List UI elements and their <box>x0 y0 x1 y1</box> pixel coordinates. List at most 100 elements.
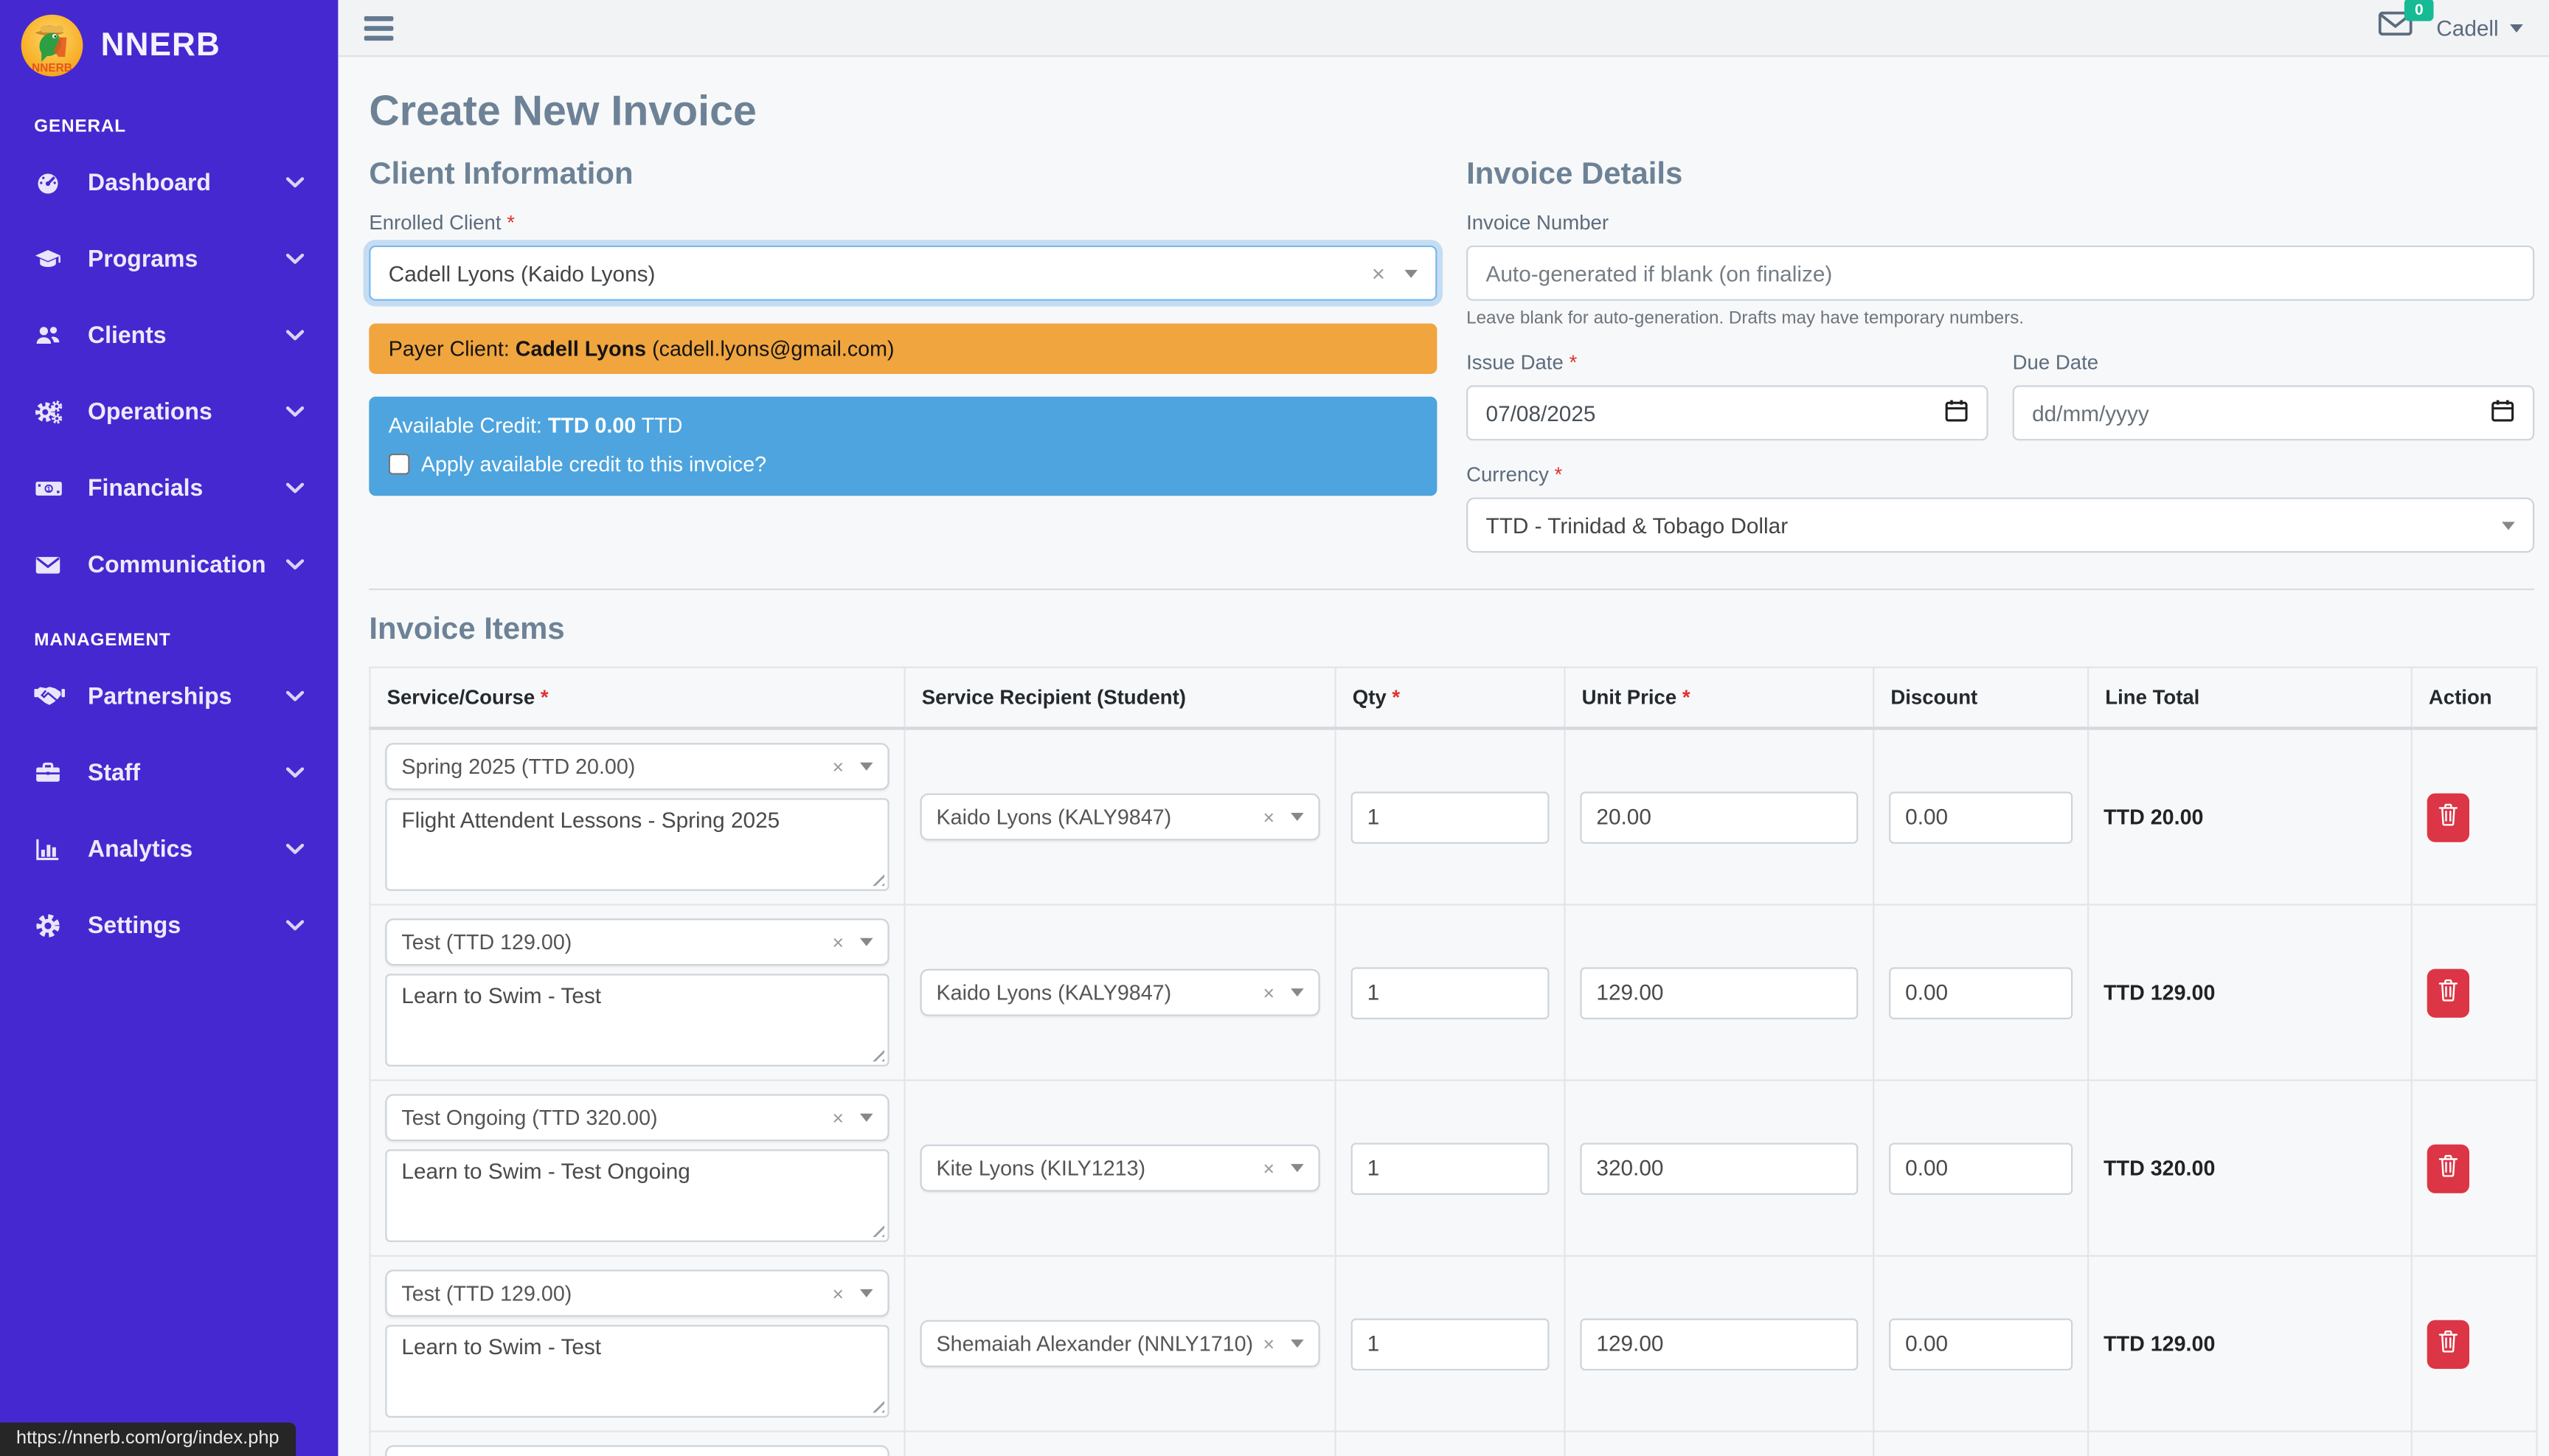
delete-item-button[interactable] <box>2427 1319 2469 1368</box>
invoice-details-section: Invoice Details Invoice Number Leave bla… <box>1466 158 2535 553</box>
service-description-textarea[interactable]: Learn to Swim - Test <box>385 1325 889 1418</box>
calendar-icon[interactable] <box>2491 398 2515 428</box>
settings-icon <box>34 912 76 939</box>
service-course-select[interactable] <box>385 1445 889 1456</box>
due-date-placeholder: dd/mm/yyyy <box>2032 401 2149 426</box>
service-description-textarea[interactable]: Learn to Swim - Test <box>385 974 889 1067</box>
clear-icon[interactable]: × <box>832 930 844 954</box>
clear-icon[interactable]: × <box>1263 1332 1274 1356</box>
service-course-select[interactable]: Test Ongoing (TTD 320.00) × <box>385 1094 889 1142</box>
clear-icon[interactable]: × <box>1263 1157 1274 1180</box>
trash-icon <box>2438 803 2458 831</box>
enrolled-client-select[interactable]: Cadell Lyons (Kaido Lyons) × <box>369 245 1438 301</box>
currency-value: TTD - Trinidad & Tobago Dollar <box>1485 513 1789 538</box>
sidebar-item-operations[interactable]: Operations <box>0 374 338 451</box>
unit-price-input[interactable] <box>1580 791 1859 843</box>
chevron-down-icon <box>285 482 305 494</box>
chevron-down-icon[interactable] <box>1291 1164 1304 1173</box>
calendar-icon[interactable] <box>1944 398 1969 428</box>
service-course-select[interactable]: Test (TTD 129.00) × <box>385 918 889 966</box>
svg-text:NNERB: NNERB <box>32 62 72 74</box>
chevron-down-icon <box>285 920 305 932</box>
chevron-down-icon[interactable] <box>1291 1339 1304 1348</box>
delete-item-button[interactable] <box>2427 792 2469 842</box>
sidebar-item-partnerships[interactable]: Partnerships <box>0 659 338 735</box>
qty-input[interactable] <box>1350 791 1550 843</box>
chevron-down-icon <box>285 767 305 778</box>
unit-price-input[interactable] <box>1580 1142 1859 1194</box>
chevron-down-icon[interactable] <box>859 937 873 946</box>
issue-date-label: Issue Date * <box>1466 351 1578 374</box>
discount-input[interactable] <box>1889 1317 2073 1370</box>
column-header: Discount <box>1873 666 2090 730</box>
payer-client-email: (cadell.lyons@gmail.com) <box>652 336 895 361</box>
clear-icon[interactable]: × <box>1263 805 1274 828</box>
chevron-down-icon <box>285 559 305 570</box>
resize-handle-icon[interactable] <box>870 1047 885 1062</box>
currency-select[interactable]: TTD - Trinidad & Tobago Dollar <box>1466 497 2535 553</box>
invoice-number-input[interactable] <box>1466 245 2535 301</box>
sidebar-item-clients[interactable]: Clients <box>0 297 338 374</box>
discount-input[interactable] <box>1889 1142 2073 1194</box>
service-recipient-select[interactable]: Kaido Lyons (KALY9847) × <box>920 793 1320 841</box>
chevron-down-icon[interactable] <box>1291 813 1304 822</box>
resize-handle-icon[interactable] <box>870 1222 885 1238</box>
envelope-icon <box>2378 11 2412 44</box>
resize-handle-icon[interactable] <box>870 871 885 887</box>
qty-input[interactable] <box>1350 1142 1550 1194</box>
sidebar-item-programs[interactable]: Programs <box>0 221 338 298</box>
service-recipient-select[interactable]: Kite Lyons (KILY1213) × <box>920 1144 1320 1192</box>
service-course-select[interactable]: Test (TTD 129.00) × <box>385 1269 889 1317</box>
clear-icon[interactable]: × <box>832 1281 844 1305</box>
analytics-icon <box>34 836 76 863</box>
delete-item-button[interactable] <box>2427 968 2469 1017</box>
staff-icon <box>34 759 76 786</box>
chevron-down-icon[interactable] <box>1291 988 1304 997</box>
sidebar-item-financials[interactable]: 1 Financials <box>0 451 338 527</box>
service-course-select[interactable]: Spring 2025 (TTD 20.00) × <box>385 743 889 791</box>
clear-icon[interactable]: × <box>1371 260 1385 286</box>
apply-credit-label: Apply available credit to this invoice? <box>420 451 767 476</box>
qty-input[interactable] <box>1350 966 1550 1019</box>
delete-item-button[interactable] <box>2427 1143 2469 1193</box>
available-credit-amount: TTD 0.00 <box>547 412 637 437</box>
sidebar-item-staff[interactable]: Staff <box>0 735 338 811</box>
chevron-down-icon[interactable] <box>2502 521 2515 530</box>
due-date-label: Due Date <box>2012 351 2099 374</box>
service-recipient-select[interactable]: Shemaiah Alexander (NNLY1710) × <box>920 1320 1320 1367</box>
chevron-down-icon[interactable] <box>859 762 873 771</box>
due-date-input[interactable]: dd/mm/yyyy <box>2012 385 2535 441</box>
unit-price-input[interactable] <box>1580 966 1859 1019</box>
service-description-textarea[interactable]: Flight Attendent Lessons - Spring 2025 <box>385 798 889 891</box>
resize-handle-icon[interactable] <box>870 1398 885 1413</box>
hamburger-menu-icon[interactable] <box>364 13 394 44</box>
clear-icon[interactable]: × <box>832 1106 844 1129</box>
invoice-item-row: Test (TTD 129.00) × Learn to Swim - Test … <box>369 904 2538 1081</box>
service-description-textarea[interactable]: Learn to Swim - Test Ongoing <box>385 1149 889 1242</box>
service-recipient-select[interactable]: Kaido Lyons (KALY9847) × <box>920 968 1320 1016</box>
sidebar-item-label: Financials <box>88 475 204 502</box>
sidebar-item-communication[interactable]: Communication <box>0 527 338 603</box>
sidebar-item-analytics[interactable]: Analytics <box>0 811 338 888</box>
clear-icon[interactable]: × <box>1263 981 1274 1005</box>
main-content: Create New Invoice Client Information En… <box>338 58 2549 1456</box>
service-recipient-value: Kite Lyons (KILY1213) <box>936 1156 1146 1181</box>
user-menu[interactable]: Cadell <box>2436 15 2523 40</box>
enrolled-client-value: Cadell Lyons (Kaido Lyons) <box>388 260 656 285</box>
sidebar-item-dashboard[interactable]: Dashboard <box>0 145 338 221</box>
notifications-button[interactable]: 0 <box>2378 0 2433 44</box>
discount-input[interactable] <box>1889 966 2073 1019</box>
sidebar-item-settings[interactable]: Settings <box>0 887 338 964</box>
chevron-down-icon[interactable] <box>859 1289 873 1297</box>
clear-icon[interactable]: × <box>832 755 844 778</box>
discount-input[interactable] <box>1889 791 2073 843</box>
brand[interactable]: NNERB NNERB <box>0 0 338 89</box>
invoice-item-row: Test (TTD 129.00) × Learn to Swim - Test … <box>369 1255 2538 1432</box>
issue-date-input[interactable]: 07/08/2025 <box>1466 385 1988 441</box>
qty-input[interactable] <box>1350 1317 1550 1370</box>
unit-price-input[interactable] <box>1580 1317 1859 1370</box>
dashboard-icon <box>34 169 76 196</box>
chevron-down-icon[interactable] <box>859 1113 873 1122</box>
apply-credit-checkbox[interactable] <box>388 453 410 475</box>
chevron-down-icon[interactable] <box>1404 268 1418 277</box>
